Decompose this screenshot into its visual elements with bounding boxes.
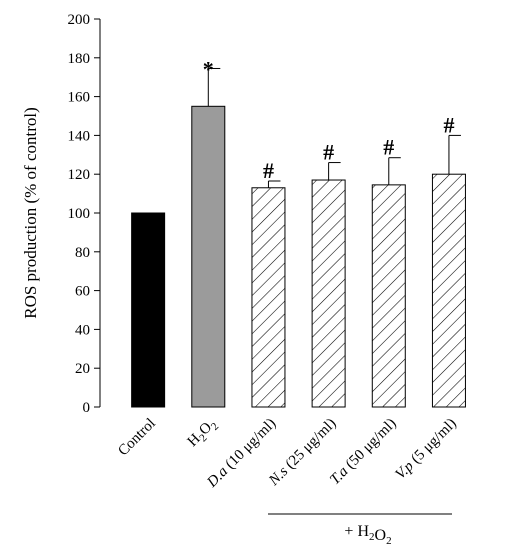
y-tick-label: 100 [68,206,91,222]
y-tick-label: 180 [68,51,91,67]
error-bars [207,67,461,188]
y-tick-label: 160 [68,90,91,106]
bar-1 [191,105,226,408]
y-tick-label: 0 [83,400,91,416]
y-tick-label: 140 [68,128,91,144]
x-tick-label-1: H2O2 [185,416,222,453]
y-tick-label: 80 [75,245,90,261]
significance-marker-5: # [443,112,454,137]
significance-markers: * # # # # [203,56,455,183]
y-tick-label: 120 [68,167,91,183]
significance-marker-1: * [203,56,214,81]
y-axis-title: ROS production (% of control) [21,107,40,319]
y-tick-label: 60 [75,284,90,300]
y-tick-label: 200 [68,12,91,28]
bars [131,105,466,408]
significance-marker-3: # [323,140,334,165]
y-tick-label: 40 [75,322,90,338]
treatment-group-label: + H2O2 [344,523,391,547]
x-tick-label-0: Control [115,416,159,460]
bar-4 [371,184,406,408]
bar-2 [251,187,286,408]
bar-0 [131,212,166,408]
significance-marker-4: # [383,135,394,160]
y-axis: 0 20 40 60 80 100 120 140 160 180 200 [68,12,101,416]
significance-marker-2: # [263,158,274,183]
y-tick-label: 20 [75,361,90,377]
bar-5 [431,173,466,408]
x-tick-label-5: V.p (5 μg/ml) [393,416,460,483]
bar-3 [311,179,346,408]
